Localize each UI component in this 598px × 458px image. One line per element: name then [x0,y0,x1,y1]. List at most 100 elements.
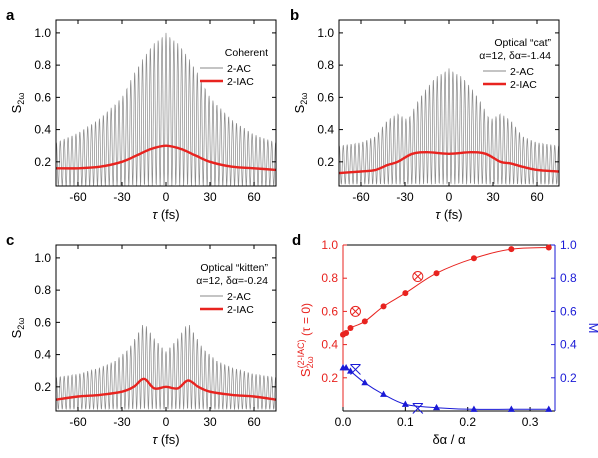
y-tick-label: 0.4 [34,348,51,362]
y-tick-label: 0.8 [34,58,51,72]
x-tick-label: 0 [163,415,170,429]
x-axis-label: τ (fs) [152,432,179,447]
y-tick-label-right: 0.2 [560,371,577,385]
y-tick-label: 0.6 [34,90,51,104]
data-point-crossed-circle [412,271,424,283]
y-axis-label: S2ω [9,93,26,114]
panel-letter: d [292,232,301,249]
legend-title: α=12, δα=-0.24 [196,275,268,287]
panel-d: d 0.0 0.1 0.2 0.3 0.2 0.4 0.6 0.8 1.0 0.2 0.4 0.6 0.8… [292,232,598,447]
data-point-triangle [380,390,388,397]
panel-c: c -60 -30 0 30 60 0.2 0.4 0.6 0.8 1.0 τ (fs) S2ω Opti… [6,232,277,447]
series-2-ac-line [56,324,276,411]
data-point-crossed-circle-stroke [413,272,422,281]
y-tick-label: 0.8 [34,283,51,297]
x-tick-label: 30 [486,190,500,204]
series-2-iac-line [56,377,276,401]
data-point-triangle [361,378,369,386]
x-axis-label: δα / α [432,432,466,447]
x-tick-label: 0.0 [335,415,352,429]
y-tick-label-right: 0.8 [560,271,577,285]
series-s2iac-line [342,247,549,336]
x-tick-label: 60 [247,190,261,204]
data-point-circle [433,270,440,277]
data-point-triangle [433,403,441,411]
panel-letter: b [290,7,299,24]
legend-title: α=12, δα=-1.44 [479,50,551,62]
x-tick-label: 30 [203,415,217,429]
y-tick-label-right: 0.4 [560,338,577,352]
data-point-circle [347,325,354,331]
legend-label: 2-AC [227,63,251,75]
y-axis-label: S2ω [292,93,309,114]
data-point-circle [508,246,515,253]
y-tick-label-left: 0.2 [321,371,338,385]
x-tick-label: 30 [203,190,217,204]
legend-label: 2-AC [227,291,251,303]
x-tick-label: -30 [113,190,131,204]
y-tick-label: 0.6 [317,90,334,104]
y-tick-label: 0.6 [34,315,51,329]
y-tick-label: 0.2 [317,155,334,169]
y-tick-label-right: 0.6 [560,304,577,318]
x-tick-label: -60 [69,190,87,204]
x-tick-label: 0.2 [459,415,476,429]
data-point-cross [412,403,424,414]
y-tick-label: 0.2 [34,155,51,169]
x-tick-label: -60 [69,415,87,429]
y-tick-label-left: 0.4 [321,338,338,352]
data-point-triangle [342,364,350,371]
legend-title: Optical “cat” [494,37,551,49]
y-axis-label: S2ω [9,318,26,339]
data-point-triangle [507,405,515,412]
data-point-circle [380,303,387,310]
y-axis-label: S2ω(2-IAC) (τ = 0) [296,303,315,377]
panel-b: b -60 -30 0 30 60 0.2 0.4 0.6 0.8 1.0 τ (fs) S2ω Opti… [290,7,560,222]
data-point-circle [470,255,477,262]
panel-letter: c [6,232,14,249]
y-tick-label-right: 1.0 [560,238,577,252]
legend-label: 2-IAC [227,304,254,316]
legend-title: Coherent [225,47,268,59]
data-point-cross [350,364,361,375]
data-point-triangle [545,405,553,412]
y-axis-label-right: M [586,323,598,334]
y-tick-label: 1.0 [317,26,334,40]
x-tick-label: 0 [163,190,170,204]
series-2-ac-line [339,68,559,186]
x-tick-label: 60 [530,190,544,204]
series-2-iac-line [339,150,559,175]
legend-title: Optical “kitten” [200,262,268,274]
y-tick-label: 0.2 [34,380,51,394]
data-point-circle [402,290,409,297]
y-tick-label: 0.4 [317,123,334,137]
x-tick-label: 0 [446,190,453,204]
legend-label: 2-AC [510,66,534,78]
data-point-circle [343,329,350,336]
series-2-iac-line [56,144,276,172]
data-point-circle [361,318,368,325]
series-m-line [342,367,549,410]
panel-a: a -60 -30 0 30 60 0.2 0.4 0.6 0.8 1.0 τ (fs) S2ω Cohe… [6,7,277,222]
y-tick-label: 0.4 [34,123,51,137]
x-axis-label: τ (fs) [435,207,462,222]
data-point-crossed-circle-stroke [351,307,360,316]
series-2-ac-line [56,32,276,186]
x-tick-label: -30 [396,190,414,204]
y-tick-label-left: 1.0 [321,238,338,252]
legend-label: 2-IAC [510,79,537,91]
data-point-triangle [401,400,409,407]
x-tick-label: 0.1 [397,415,414,429]
y-tick-label-left: 0.6 [321,304,338,318]
y-tick-label: 0.8 [317,58,334,72]
legend-label: 2-IAC [227,76,254,88]
data-point-crossed-circle [349,305,361,317]
x-tick-label: 0.3 [522,415,539,429]
y-tick-label: 1.0 [34,251,51,265]
data-point-triangle [470,405,478,412]
y-tick-label: 1.0 [34,26,51,40]
x-tick-label: -60 [352,190,370,204]
data-point-circle [545,244,552,251]
x-tick-label: -30 [113,415,131,429]
x-axis-label: τ (fs) [152,207,179,222]
